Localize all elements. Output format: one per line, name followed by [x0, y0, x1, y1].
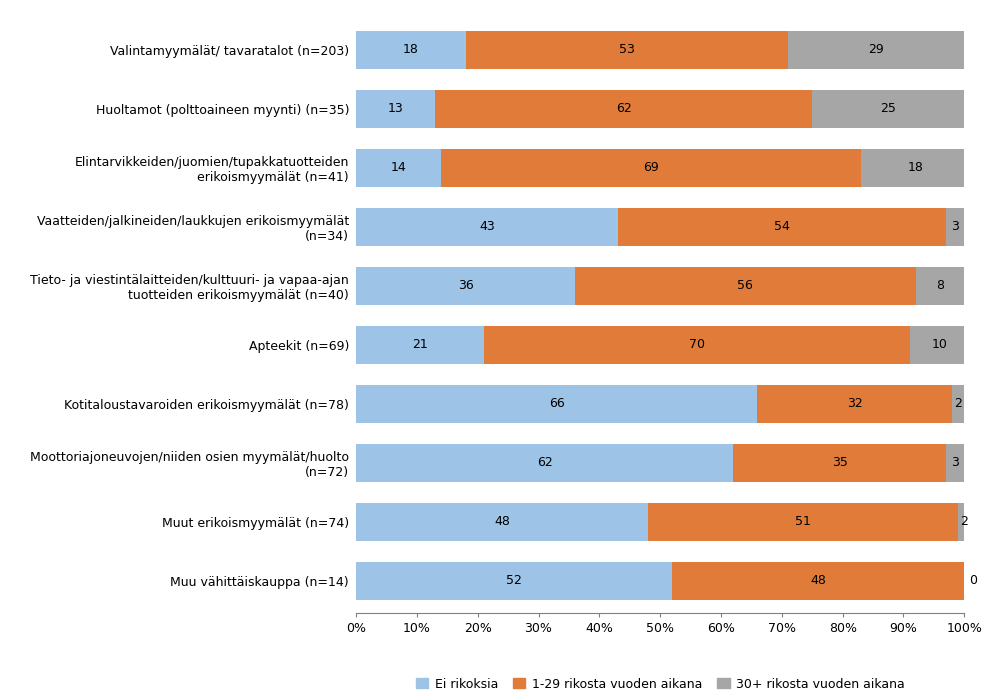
Text: 62: 62 — [537, 457, 553, 469]
Bar — [435, 90, 812, 128]
Text: 10: 10 — [932, 339, 947, 351]
Bar — [952, 385, 964, 423]
Text: 0: 0 — [969, 574, 977, 588]
Text: 48: 48 — [494, 515, 510, 528]
Bar — [356, 503, 648, 541]
Text: 48: 48 — [810, 574, 826, 588]
Text: 53: 53 — [619, 43, 635, 56]
Bar — [484, 325, 910, 364]
Text: 2: 2 — [954, 397, 962, 411]
Bar — [356, 267, 575, 305]
Bar — [788, 31, 964, 69]
Text: 70: 70 — [688, 339, 704, 351]
Bar — [356, 444, 733, 482]
Text: 43: 43 — [479, 220, 494, 233]
Bar — [441, 148, 860, 187]
Bar — [673, 562, 964, 600]
Text: 18: 18 — [403, 43, 418, 56]
Text: 3: 3 — [951, 457, 959, 469]
Text: 2: 2 — [960, 515, 968, 528]
Bar — [356, 325, 484, 364]
Text: 8: 8 — [936, 279, 944, 292]
Text: 52: 52 — [506, 574, 522, 588]
Legend: Ei rikoksia, 1-29 rikosta vuoden aikana, 30+ rikosta vuoden aikana: Ei rikoksia, 1-29 rikosta vuoden aikana,… — [415, 677, 905, 691]
Text: 14: 14 — [391, 162, 406, 174]
Text: 36: 36 — [458, 279, 474, 292]
Bar — [356, 31, 466, 69]
Text: 29: 29 — [868, 43, 884, 56]
Bar — [812, 90, 964, 128]
Text: 54: 54 — [773, 220, 790, 233]
Text: 56: 56 — [738, 279, 754, 292]
Bar — [356, 208, 617, 246]
Text: 3: 3 — [951, 220, 959, 233]
Text: 69: 69 — [643, 162, 659, 174]
Bar — [758, 385, 952, 423]
Bar — [916, 267, 964, 305]
Text: 62: 62 — [616, 102, 632, 116]
Bar — [356, 562, 673, 600]
Text: 51: 51 — [795, 515, 811, 528]
Bar — [575, 267, 916, 305]
Bar — [356, 385, 758, 423]
Bar — [617, 208, 946, 246]
Text: 21: 21 — [412, 339, 428, 351]
Text: 13: 13 — [388, 102, 404, 116]
Bar — [733, 444, 946, 482]
Bar — [648, 503, 958, 541]
Bar — [958, 503, 970, 541]
Bar — [910, 325, 970, 364]
Bar — [860, 148, 970, 187]
Bar — [356, 90, 435, 128]
Bar — [356, 148, 441, 187]
Text: 18: 18 — [908, 162, 924, 174]
Text: 25: 25 — [880, 102, 896, 116]
Text: 66: 66 — [549, 397, 565, 411]
Bar — [946, 444, 964, 482]
Bar — [946, 208, 964, 246]
Bar — [466, 31, 788, 69]
Text: 32: 32 — [847, 397, 862, 411]
Text: 35: 35 — [832, 457, 848, 469]
